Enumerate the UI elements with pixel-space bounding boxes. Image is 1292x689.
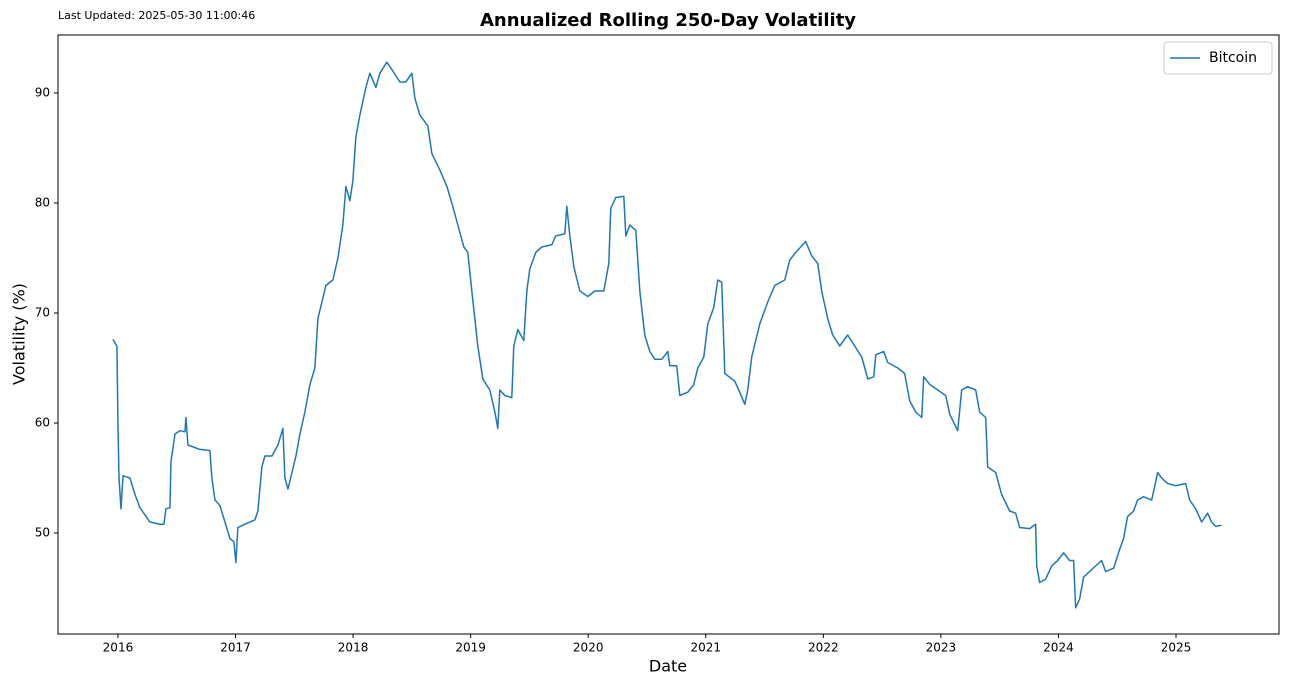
y-axis-label: Volatility (%) xyxy=(10,283,29,385)
x-tick-label: 2017 xyxy=(220,641,251,655)
y-tick-label: 50 xyxy=(35,526,50,540)
x-tick-label: 2019 xyxy=(455,641,486,655)
y-tick-label: 80 xyxy=(35,195,50,209)
legend-box xyxy=(1163,41,1273,75)
x-tick-label: 2021 xyxy=(690,641,721,655)
y-tick-label: 60 xyxy=(35,416,50,430)
x-tick-label: 2016 xyxy=(103,641,134,655)
x-tick-label: 2020 xyxy=(573,641,604,655)
legend-label: Bitcoin xyxy=(1209,50,1257,66)
chart-title: Annualized Rolling 250-Day Volatility xyxy=(480,10,856,31)
y-tick-label: 70 xyxy=(35,305,50,319)
x-tick-label: 2024 xyxy=(1043,641,1074,655)
x-tick-label: 2018 xyxy=(338,641,369,655)
x-tick-label: 2022 xyxy=(808,641,839,655)
series-line xyxy=(112,61,1222,609)
x-tick-label: 2023 xyxy=(926,641,957,655)
x-axis-label: Date xyxy=(649,657,687,676)
x-tick-label: 2025 xyxy=(1161,641,1192,655)
y-tick-label: 90 xyxy=(35,85,50,99)
plot-frame xyxy=(57,34,1280,635)
annotation: Last Updated: 2025-05-30 11:00:46 xyxy=(58,9,255,22)
